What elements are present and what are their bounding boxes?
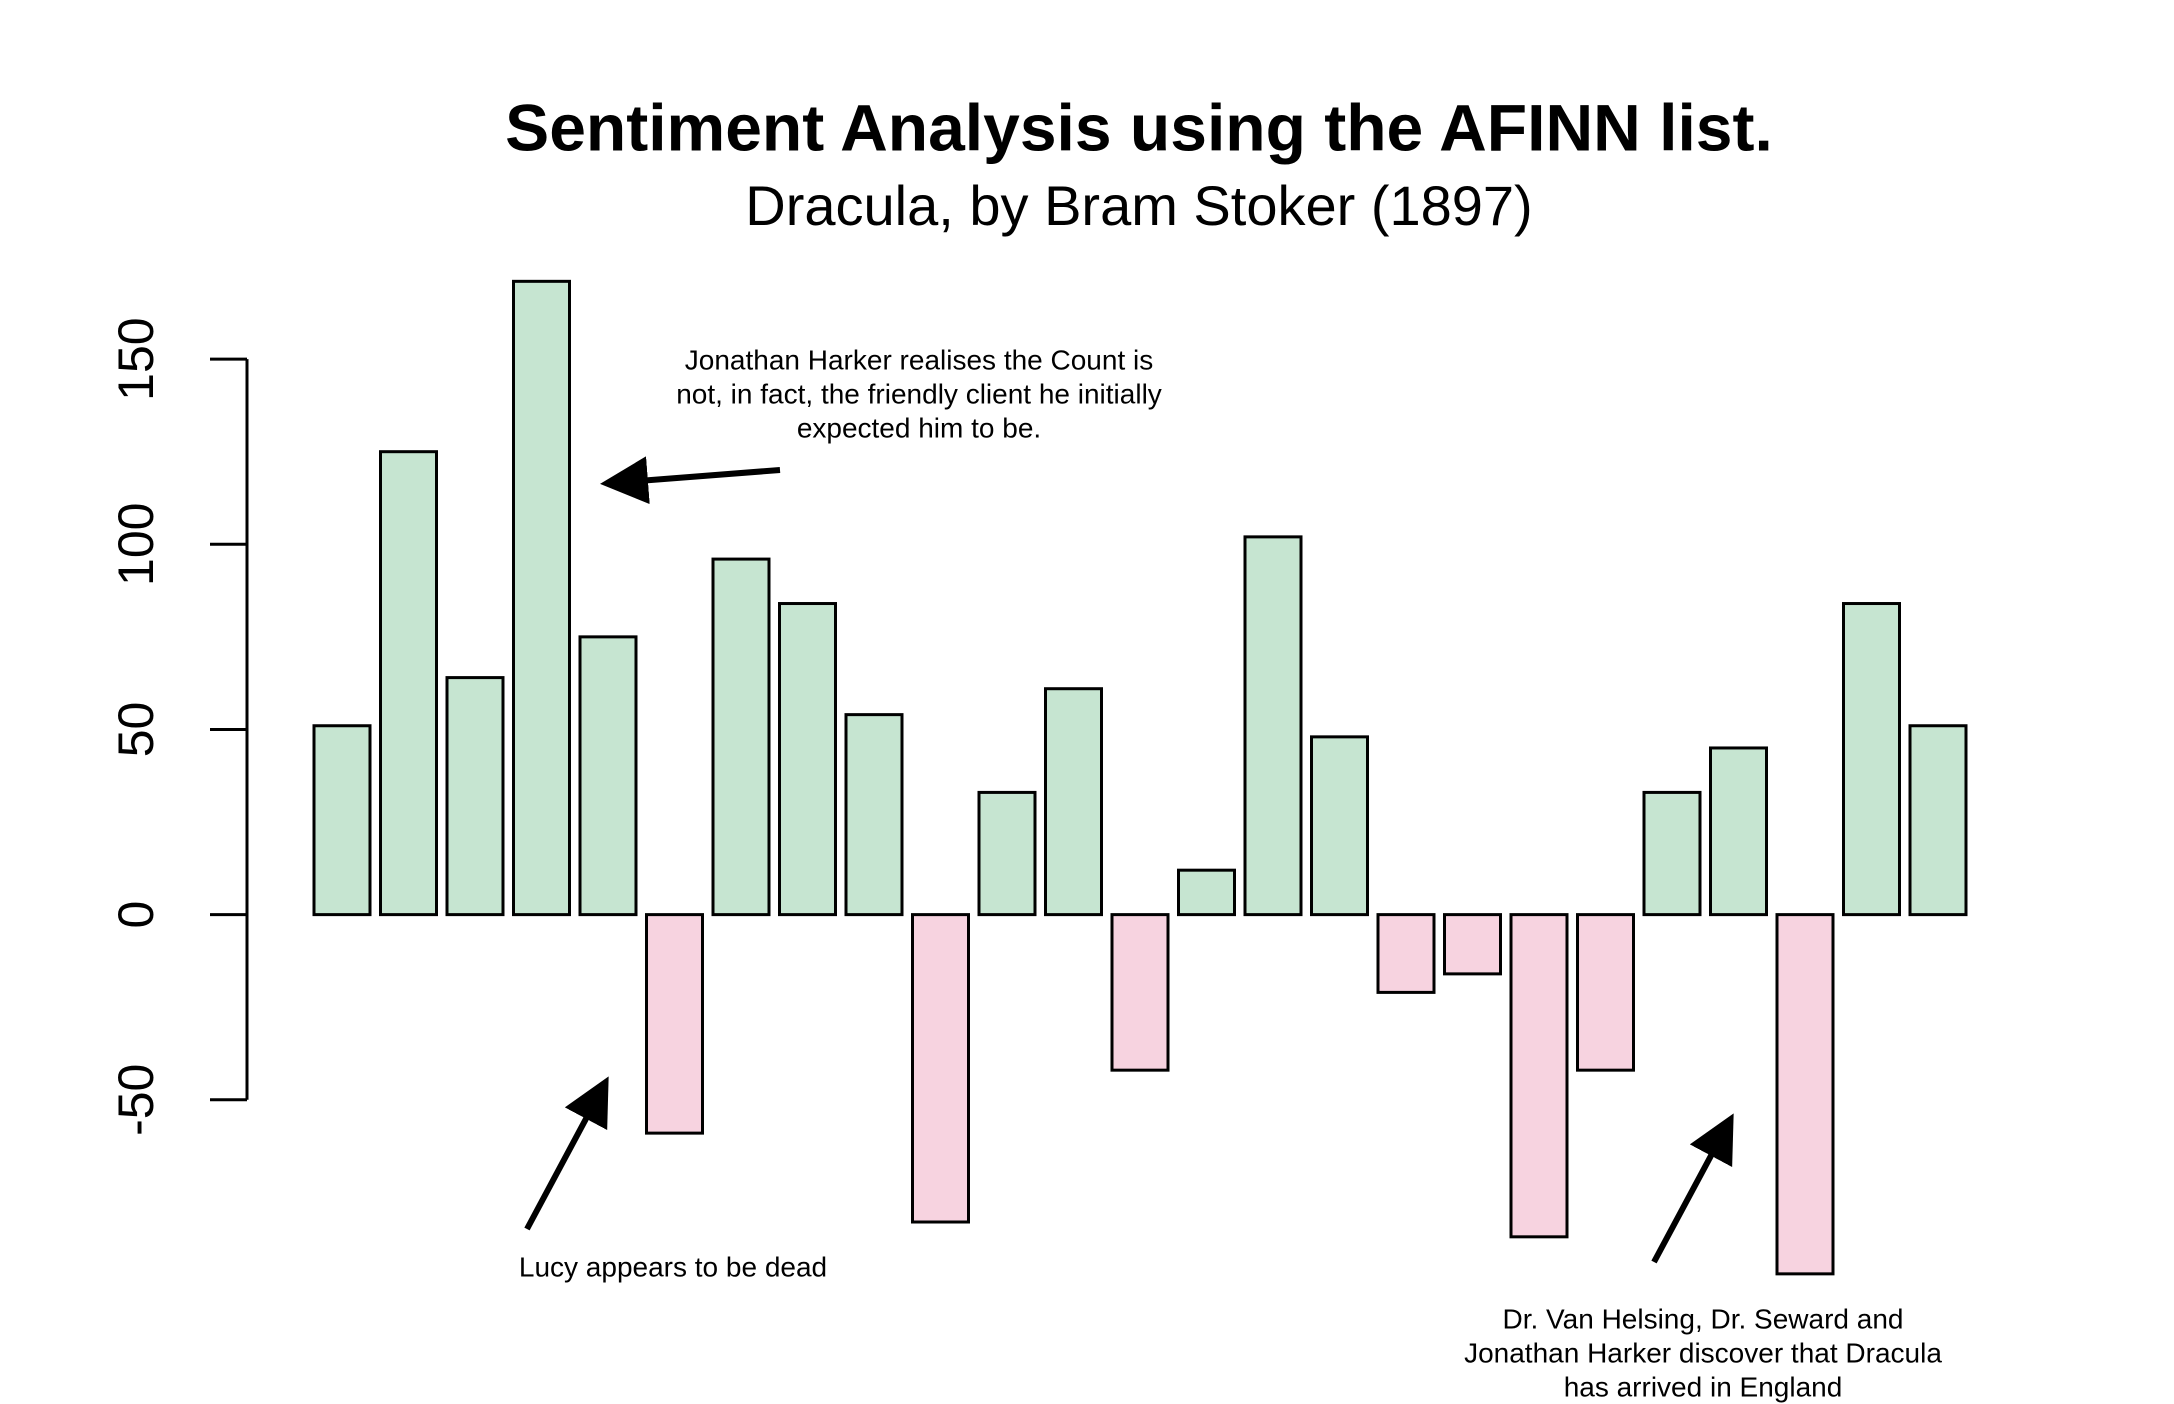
- chart-subtitle: Dracula, by Bram Stoker (1897): [745, 174, 1532, 237]
- bar: [1908, 724, 1968, 917]
- bar: [844, 713, 904, 917]
- chart-title: Sentiment Analysis using the AFINN list.: [505, 90, 1773, 164]
- bar: [1376, 913, 1436, 994]
- y-tick-label: 50: [108, 702, 164, 758]
- bar: [977, 790, 1037, 917]
- annotation-arrow: [1651, 1113, 1734, 1264]
- y-tick-label: 150: [108, 317, 164, 400]
- bar: [379, 450, 438, 917]
- bar: [1443, 913, 1502, 976]
- bar: [1576, 913, 1635, 1072]
- annotation: Dr. Van Helsing, Dr. Seward and: [1502, 1303, 1903, 1334]
- annotation-arrow: [600, 456, 781, 505]
- bar: [1709, 746, 1768, 917]
- bar: [1110, 913, 1170, 1072]
- bar: [578, 635, 638, 917]
- annotation: not, in fact, the friendly client he ini…: [676, 378, 1162, 409]
- bar: [1642, 790, 1702, 917]
- bar: [778, 602, 837, 917]
- y-tick-label: -50: [108, 1064, 164, 1136]
- annotation: expected him to be.: [797, 412, 1041, 443]
- annotation: Jonathan Harker discover that Dracula: [1464, 1337, 1942, 1368]
- annotation: Lucy appears to be dead: [519, 1251, 827, 1282]
- bar: [1243, 535, 1303, 917]
- bar: [645, 913, 704, 1135]
- bar: [1044, 687, 1103, 917]
- annotation: has arrived in England: [1564, 1371, 1843, 1402]
- y-tick-label: 100: [108, 503, 164, 586]
- bar: [1310, 735, 1369, 917]
- annotation: Jonathan Harker realises the Count is: [685, 344, 1153, 375]
- bar: [1509, 913, 1569, 1239]
- y-tick-label: 0: [108, 901, 164, 929]
- annotation-arrow: [524, 1076, 609, 1231]
- bar: [911, 913, 970, 1224]
- bar: [711, 557, 771, 917]
- bar: [312, 724, 372, 917]
- bar: [512, 279, 571, 917]
- bar: [1775, 913, 1835, 1276]
- bar: [1177, 868, 1236, 917]
- bar: [1842, 602, 1901, 917]
- bar: [445, 676, 505, 917]
